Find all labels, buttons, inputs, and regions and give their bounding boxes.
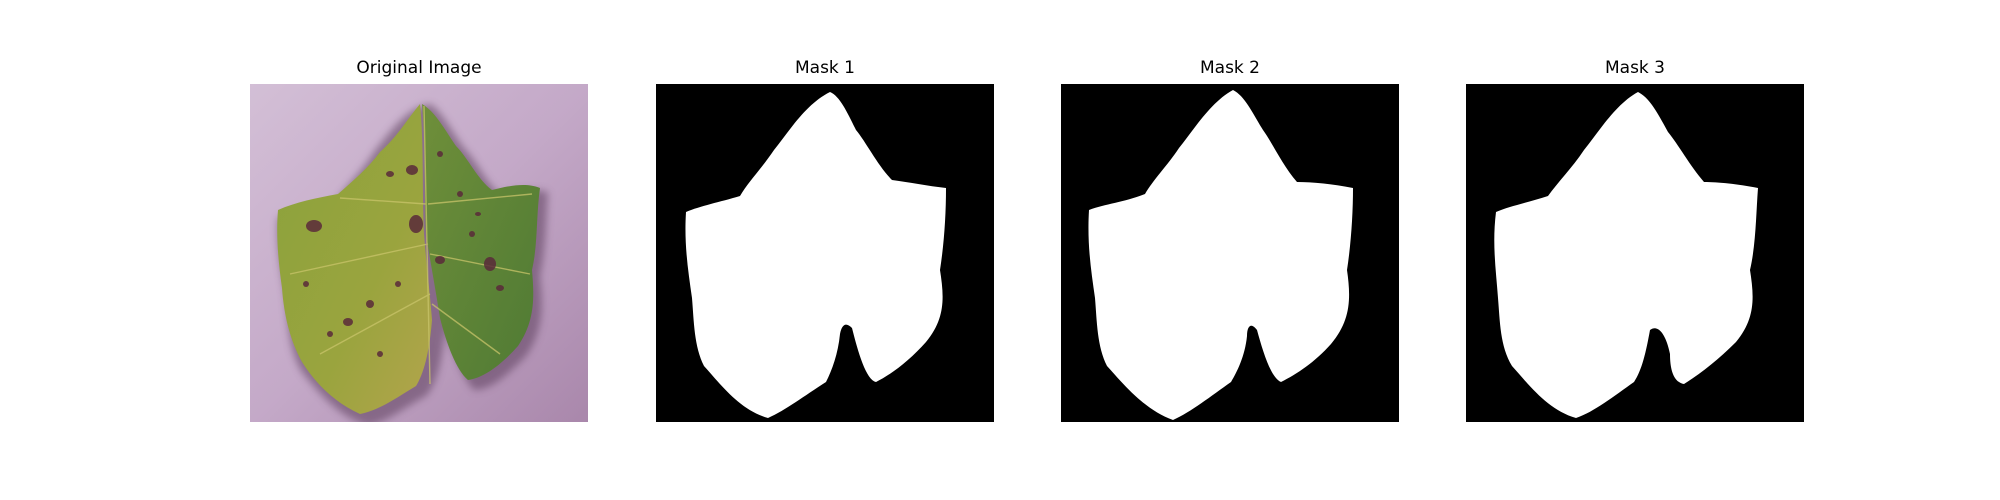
- leaf-photo: [250, 84, 588, 422]
- mask-image: [656, 84, 994, 422]
- mask-image: [1061, 84, 1399, 422]
- panel-title: Mask 3: [1604, 58, 1665, 78]
- panel-original-image: Original Image: [250, 56, 588, 422]
- panel-mask-3: Mask 3: [1466, 56, 1804, 422]
- panel-title: Mask 1: [794, 58, 855, 78]
- panel-mask-1: Mask 1: [656, 56, 994, 422]
- panel-mask-2: Mask 2: [1061, 56, 1399, 422]
- panel-title: Mask 2: [1199, 58, 1260, 78]
- panel-title: Original Image: [356, 58, 482, 78]
- mask-image: [1466, 84, 1804, 422]
